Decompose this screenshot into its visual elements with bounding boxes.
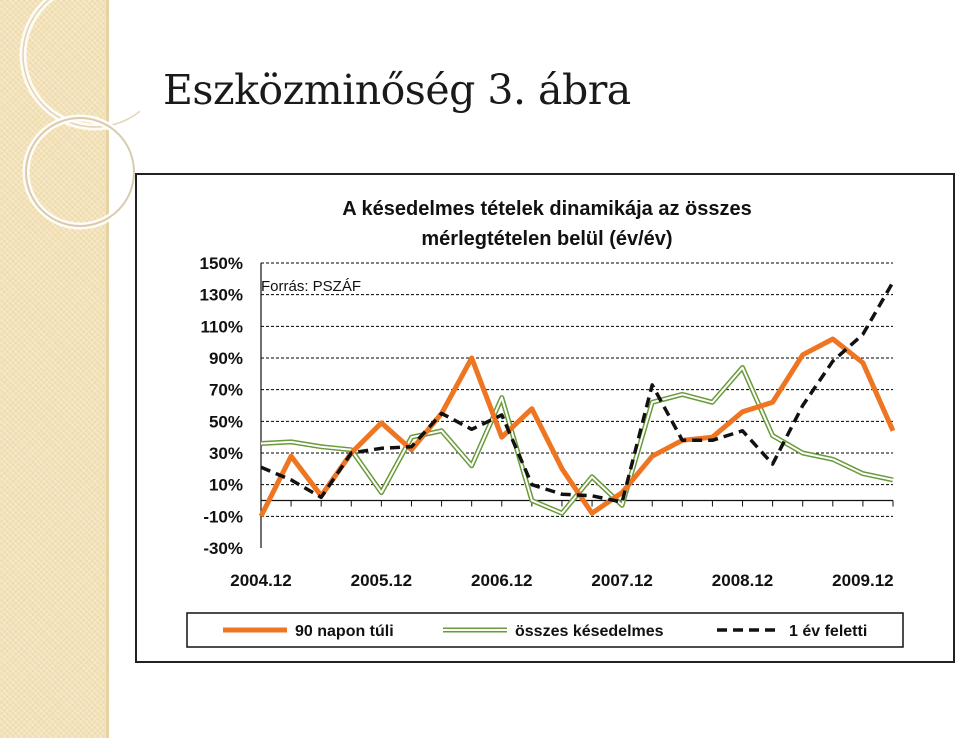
decorative-circles — [19, 0, 140, 230]
y-axis-tick-labels: -30% -10% 10% 30% 50% 70% 90% 110% 130% 150% — [200, 254, 243, 558]
slide-title: Eszközminőség 3. ábra — [163, 66, 631, 114]
deco-circle-large-outline — [22, 0, 140, 128]
series-line — [260, 281, 895, 504]
deco-circle-large — [19, 0, 140, 131]
legend-label: 90 napon túli — [295, 623, 394, 640]
deco-circle-small-outline — [25, 117, 135, 227]
y-tick-label: -10% — [203, 507, 243, 526]
y-tick-label: 110% — [200, 317, 243, 336]
y-tick-label: 30% — [209, 444, 243, 463]
x-tick-label: 2005.12 — [351, 571, 412, 590]
side-strip-edge — [106, 0, 109, 738]
legend-box — [186, 612, 904, 648]
series-line — [258, 336, 896, 518]
x-tick-label: 2007.12 — [591, 571, 652, 590]
legend-label: összes késedelmes — [515, 623, 664, 640]
axes — [260, 263, 894, 548]
data-point — [893, 282, 894, 283]
series-black-dashed — [260, 281, 895, 504]
line-chart: A késedelmes tételek dinamikája az össze… — [186, 198, 904, 648]
y-tick-label: 130% — [200, 286, 243, 305]
gridlines — [261, 262, 893, 517]
x-axis-tick-labels: 2004.12 2005.12 2006.12 2007.12 2008.12 2009.… — [230, 571, 893, 590]
chart-title-line-2: mérlegtételen belül (év/év) — [421, 228, 672, 250]
series-lines — [258, 281, 896, 518]
legend: 90 napon túli összes késedelmes 1 év felet… — [186, 612, 904, 648]
y-tick-label: 10% — [209, 476, 243, 495]
y-tick-label: 150% — [200, 254, 243, 273]
x-tick-label: 2008.12 — [712, 571, 773, 590]
legend-label: 1 év feletti — [789, 623, 867, 640]
source-annotation: Forrás: PSZÁF — [261, 278, 361, 295]
x-tick-label: 2006.12 — [471, 571, 532, 590]
y-tick-label: 50% — [209, 412, 243, 431]
chart-frame: A késedelmes tételek dinamikája az össze… — [135, 173, 955, 663]
x-tick-label: 2009.12 — [832, 571, 893, 590]
y-tick-label: -30% — [203, 539, 243, 558]
data-point — [592, 495, 593, 496]
chart-title: A késedelmes tételek dinamikája az össze… — [342, 198, 751, 250]
chart-title-line-1: A késedelmes tételek dinamikája az össze… — [342, 198, 751, 220]
x-tick-label: 2004.12 — [230, 571, 291, 590]
y-tick-label: 70% — [209, 381, 243, 400]
y-tick-label: 90% — [209, 349, 243, 368]
series-orange-solid — [258, 336, 896, 518]
